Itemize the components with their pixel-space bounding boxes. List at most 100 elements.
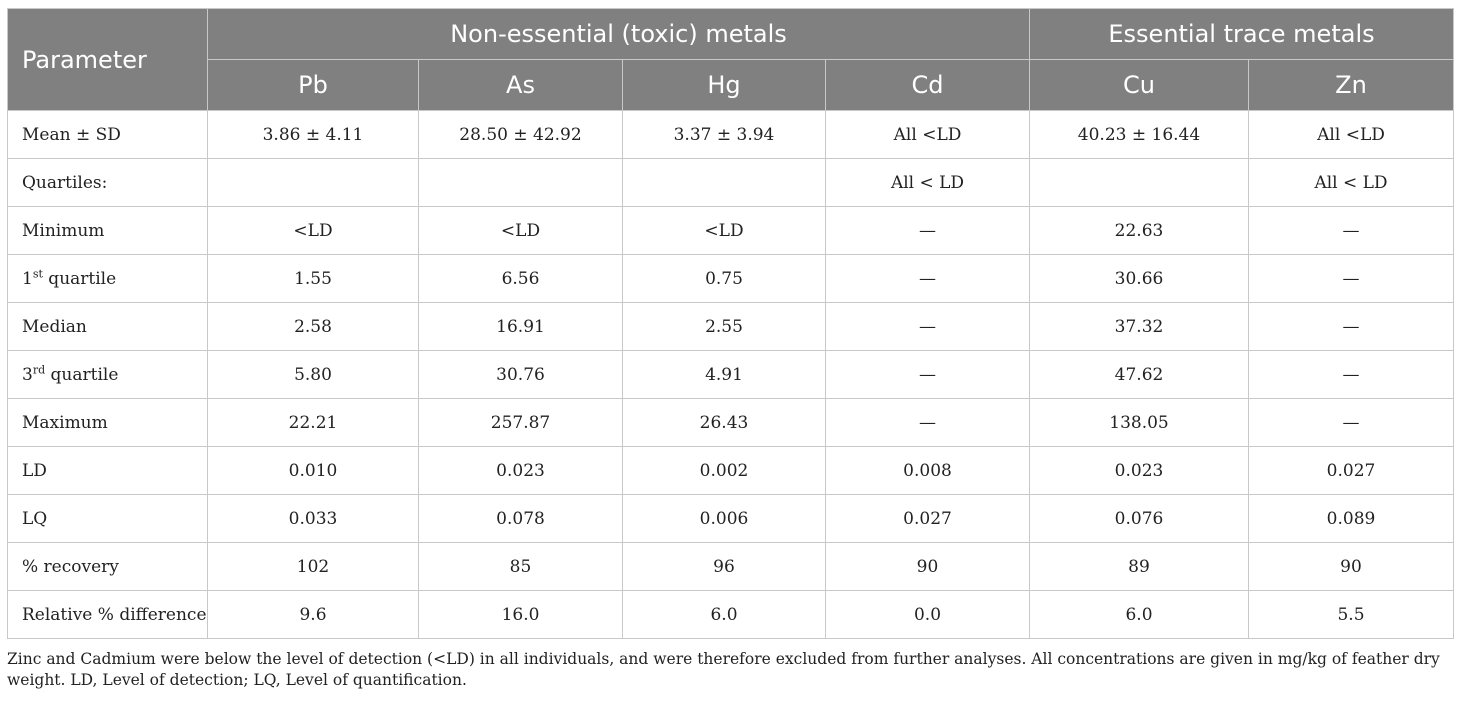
table-cell: 0.033 [207, 494, 419, 543]
table-cell: — [1248, 350, 1454, 399]
table-cell: 0.027 [1248, 446, 1454, 495]
table-cell: All < LD [1248, 158, 1454, 207]
table-row: % recovery 102 85 96 90 89 90 [7, 542, 1454, 591]
row-label: 3rd quartile [7, 350, 208, 399]
table-cell: 6.0 [1029, 590, 1249, 639]
table-row: LQ 0.033 0.078 0.006 0.027 0.076 0.089 [7, 494, 1454, 543]
table-cell: 47.62 [1029, 350, 1249, 399]
table-cell: 26.43 [622, 398, 826, 447]
table-row: Median 2.58 16.91 2.55—37.32— [7, 302, 1454, 351]
header-row-metals: Pb As Hg Cd Cu Zn [8, 59, 1454, 111]
row-label-suffix: quartile [45, 364, 119, 385]
header-metal-cu: Cu [1029, 59, 1249, 111]
row-label-suffix: quartile [42, 268, 117, 289]
row-label: LQ [7, 494, 208, 543]
header-group-toxic: Non-essential (toxic) metals [207, 8, 1030, 60]
table-cell: 5.80 [207, 350, 419, 399]
header-row-groups: Parameter Non-essential (toxic) metals E… [7, 8, 1454, 111]
table-cell: 0.006 [622, 494, 826, 543]
header-metal-hg: Hg [622, 59, 826, 111]
table-cell: 3.37 ± 3.94 [622, 110, 826, 159]
table-cell: 30.66 [1029, 254, 1249, 303]
table-cell: — [1248, 254, 1454, 303]
table-cell: — [825, 302, 1030, 351]
table-cell: 3.86 ± 4.11 [207, 110, 419, 159]
table-row: LD 0.010 0.023 0.002 0.008 0.023 0.027 [7, 446, 1454, 495]
table-cell: 22.63 [1029, 206, 1249, 255]
table-cell: 96 [622, 542, 826, 591]
table-row: 3rd quartile 5.80 30.76 4.91—47.62— [7, 350, 1454, 399]
table-cell: 90 [1248, 542, 1454, 591]
table-cell: All <LD [1248, 110, 1454, 159]
table-row: Maximum 22.21 257.87 26.43—138.05— [7, 398, 1454, 447]
table-row: 1st quartile 1.55 6.56 0.75—30.66— [7, 254, 1454, 303]
row-label-text: Relative % difference [22, 604, 207, 625]
row-label: Maximum [7, 398, 208, 447]
table-cell [622, 158, 826, 207]
table-cell: 1.55 [207, 254, 419, 303]
table-cell: 0.002 [622, 446, 826, 495]
table-cell: 0.0 [825, 590, 1030, 639]
row-label: Minimum [7, 206, 208, 255]
table-header: Parameter Non-essential (toxic) metals E… [7, 8, 1454, 111]
table-footnote: Zinc and Cadmium were below the level of… [7, 650, 1440, 689]
row-label-text: 1 [22, 268, 33, 289]
table-row: Relative % difference 9.6 16.0 6.0 0.0 6.0 5.5 [7, 590, 1454, 639]
row-label: % recovery [7, 542, 208, 591]
table-cell: <LD [418, 206, 623, 255]
table-cell: — [1248, 206, 1454, 255]
table-cell: 4.91 [622, 350, 826, 399]
row-label-text: 3 [22, 364, 33, 385]
row-label: Median [7, 302, 208, 351]
table-cell: 0.008 [825, 446, 1030, 495]
table-cell: 85 [418, 542, 623, 591]
header-parameter: Parameter [7, 8, 208, 111]
table-cell: 30.76 [418, 350, 623, 399]
table-cell: 90 [825, 542, 1030, 591]
table-cell: — [825, 398, 1030, 447]
table-cell: 2.58 [207, 302, 419, 351]
table-cell: 9.6 [207, 590, 419, 639]
table-cell [1029, 158, 1249, 207]
row-label-text: Minimum [22, 220, 105, 241]
table-cell [418, 158, 623, 207]
header-metal-cd: Cd [825, 59, 1030, 111]
table-row: Mean ± SD 3.86 ± 4.11 28.50 ± 42.92 3.37 ± … [7, 110, 1454, 159]
table-cell: 0.027 [825, 494, 1030, 543]
table-cell: — [825, 350, 1030, 399]
row-label-text: Median [22, 316, 87, 337]
table-cell: 0.078 [418, 494, 623, 543]
table-cell: 6.56 [418, 254, 623, 303]
header-metal-zn: Zn [1248, 59, 1454, 111]
table-cell: <LD [622, 206, 826, 255]
header-metal-pb: Pb [207, 59, 419, 111]
table-cell: <LD [207, 206, 419, 255]
row-label-text: LD [22, 460, 47, 481]
table-cell: 16.0 [418, 590, 623, 639]
row-label-ordinal: rd [32, 362, 46, 376]
table-cell: — [825, 206, 1030, 255]
table-container: Parameter Non-essential (toxic) metals E… [7, 8, 1454, 639]
table-cell: 0.75 [622, 254, 826, 303]
row-label-text: LQ [22, 508, 48, 529]
header-metal-as: As [418, 59, 623, 111]
table-cell: All <LD [825, 110, 1030, 159]
table-cell [207, 158, 419, 207]
table-cell: 0.076 [1029, 494, 1249, 543]
table-cell: 0.010 [207, 446, 419, 495]
table-cell: 138.05 [1029, 398, 1249, 447]
table-row: Minimum <LD <LD <LD —22.63— [7, 206, 1454, 255]
table-cell: — [1248, 302, 1454, 351]
table-body: Mean ± SD 3.86 ± 4.11 28.50 ± 42.92 3.37 ± … [7, 110, 1454, 639]
row-label: Quartiles: [7, 158, 208, 207]
row-label-text: Quartiles: [22, 172, 108, 193]
table-cell: 257.87 [418, 398, 623, 447]
table-cell: 40.23 ± 16.44 [1029, 110, 1249, 159]
row-label-text: Maximum [22, 412, 108, 433]
table-cell: — [825, 254, 1030, 303]
table-row: Quartiles: All < LD All < LD [7, 158, 1454, 207]
table-cell: — [1248, 398, 1454, 447]
table-cell: 89 [1029, 542, 1249, 591]
table-cell: 16.91 [418, 302, 623, 351]
table-cell: 0.023 [1029, 446, 1249, 495]
